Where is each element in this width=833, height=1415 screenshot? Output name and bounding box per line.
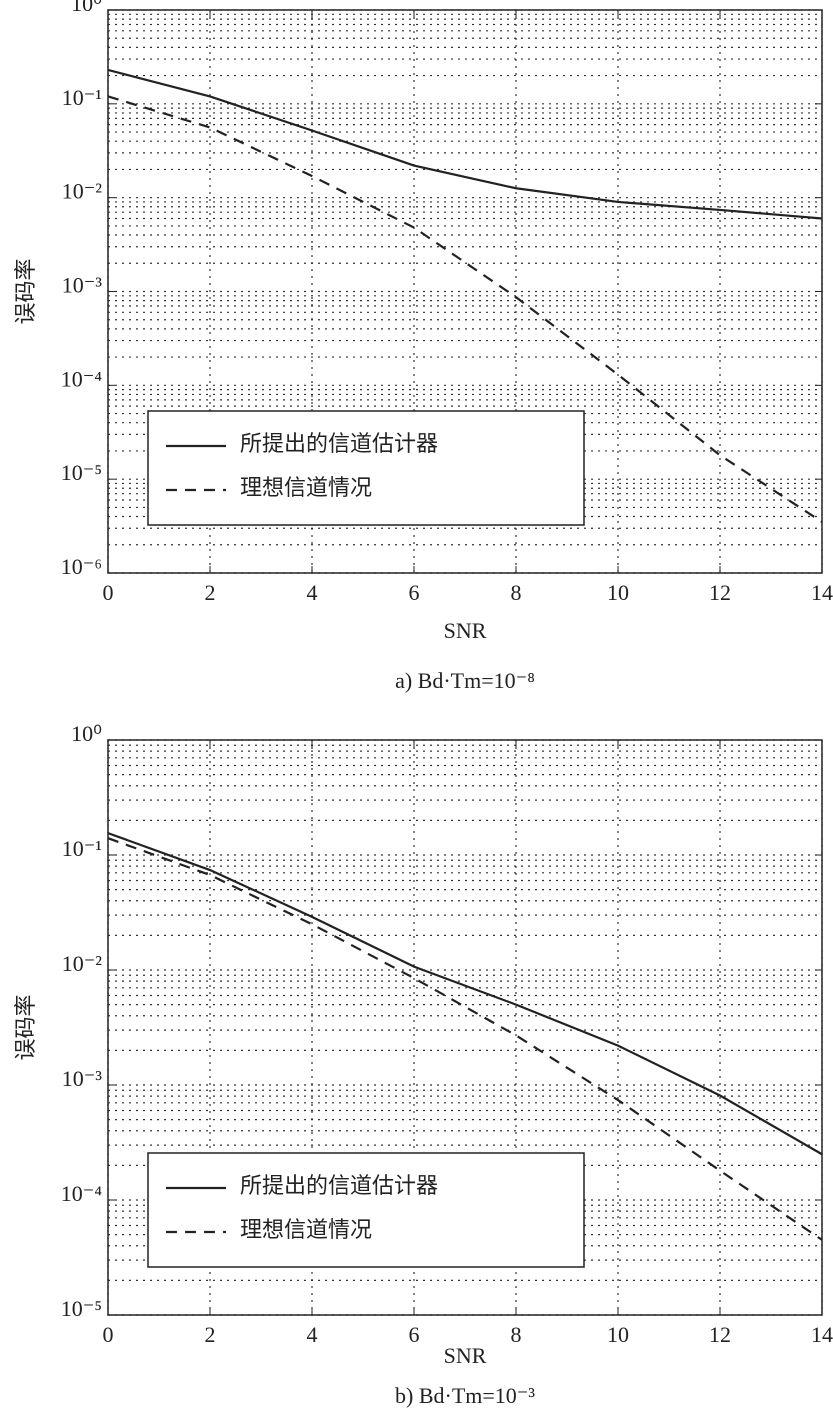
x-tick-label: 12	[709, 1322, 731, 1347]
y-tick-label: 10⁻²	[62, 179, 103, 204]
x-tick-label: 6	[409, 580, 420, 605]
x-tick-label: 12	[709, 580, 731, 605]
x-tick-label: 8	[511, 580, 522, 605]
x-tick-label: 4	[307, 580, 318, 605]
x-tick-label: 10	[607, 1322, 629, 1347]
y-tick-label: 10⁻⁴	[61, 1181, 103, 1206]
y-tick-label: 10⁻³	[62, 1066, 103, 1091]
y-tick-label: 10⁻⁵	[61, 460, 102, 485]
x-tick-label: 14	[811, 1322, 833, 1347]
data-line	[107, 95, 823, 523]
x-tick-label: 6	[409, 1322, 420, 1347]
y-tick-label: 10⁻⁴	[61, 366, 103, 391]
plot-frame	[107, 739, 823, 1316]
x-tick-label: 8	[511, 1322, 522, 1347]
y-axis-label: 误码率	[13, 258, 38, 324]
legend-box	[147, 410, 585, 526]
x-axis-label: SNR	[444, 1343, 487, 1368]
legend-box	[147, 1152, 585, 1268]
x-tick-label: 2	[205, 1322, 216, 1347]
x-tick-label: 4	[307, 1322, 318, 1347]
data-line	[107, 68, 823, 220]
legend-label: 理想信道情况	[240, 1217, 372, 1242]
y-tick-label: 10⁻²	[62, 951, 103, 976]
y-tick-label: 10⁻³	[62, 273, 103, 298]
legend-label: 所提出的信道估计器	[240, 431, 438, 456]
x-tick-label: 0	[103, 580, 114, 605]
y-tick-label: 10⁻¹	[62, 85, 102, 110]
legend-label: 理想信道情况	[240, 475, 372, 500]
x-axis-label: SNR	[444, 618, 487, 643]
y-tick-label: 10⁻¹	[62, 836, 102, 861]
caption: a) Bd·Tm=10⁻⁸	[395, 668, 535, 693]
x-tick-label: 0	[103, 1322, 114, 1347]
caption: b) Bd·Tm=10⁻³	[395, 1383, 535, 1408]
y-tick-label: 10⁰	[71, 0, 102, 16]
chart: 0 2 4 6 8 10 12 14 10⁰ 10⁻¹ 10⁻² 10⁻³ 10⁻⁴ 10⁻⁵ 10⁻⁶ SN…	[13, 0, 833, 693]
data-line	[107, 832, 823, 1156]
y-tick-label: 10⁻⁵	[61, 1296, 102, 1321]
y-tick-label: 10⁻⁶	[61, 554, 102, 579]
y-axis-label: 误码率	[13, 994, 38, 1060]
chart: 0 2 4 6 8 10 12 14 10⁰ 10⁻¹ 10⁻² 10⁻³ 10⁻⁴ 10⁻⁵ SNR 误码率…	[13, 721, 833, 1408]
x-tick-label: 2	[205, 580, 216, 605]
x-tick-label: 14	[811, 580, 833, 605]
x-tick-label: 10	[607, 580, 629, 605]
y-tick-label: 10⁰	[71, 721, 102, 746]
legend-label: 所提出的信道估计器	[240, 1173, 438, 1198]
